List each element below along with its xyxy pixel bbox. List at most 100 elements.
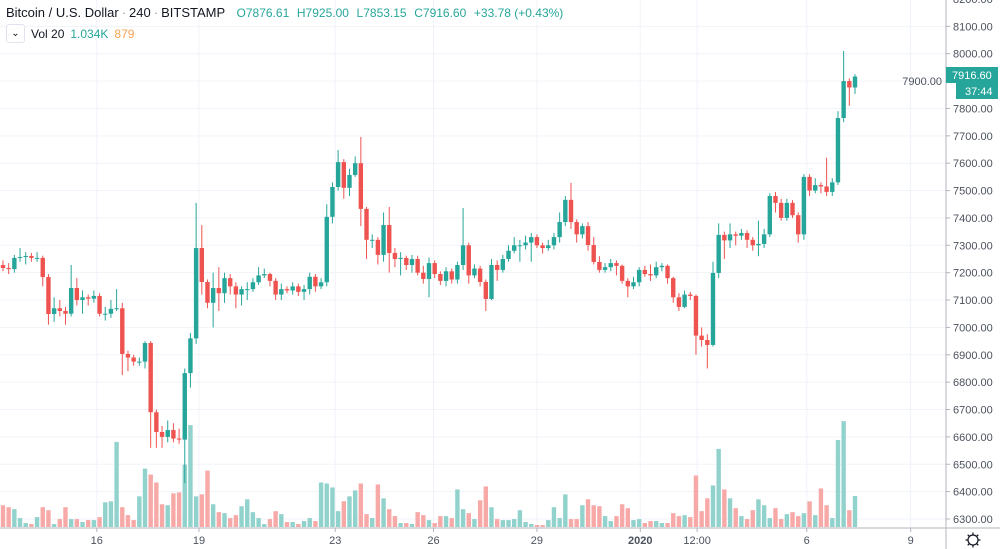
candle[interactable]: [182, 368, 187, 484]
candle[interactable]: [46, 274, 51, 325]
candle[interactable]: [665, 264, 670, 284]
candle[interactable]: [301, 284, 307, 301]
candle[interactable]: [57, 300, 62, 317]
candle[interactable]: [744, 230, 750, 249]
candle[interactable]: [682, 290, 687, 309]
candle[interactable]: [631, 276, 636, 290]
time-axis[interactable]: 16 19 23 26 29 2020 12:00 6 9: [91, 528, 914, 547]
candle[interactable]: [455, 261, 460, 284]
candle[interactable]: [574, 219, 579, 243]
gear-icon[interactable]: [964, 531, 982, 549]
candle[interactable]: [773, 191, 778, 213]
candle[interactable]: [699, 327, 704, 347]
candle[interactable]: [449, 268, 454, 284]
candle[interactable]: [824, 157, 829, 197]
candle[interactable]: [460, 208, 466, 270]
candle[interactable]: [392, 248, 398, 268]
candle[interactable]: [108, 300, 114, 318]
candle[interactable]: [279, 283, 284, 301]
candle[interactable]: [756, 220, 761, 257]
candle[interactable]: [494, 260, 500, 281]
candle[interactable]: [262, 268, 267, 279]
candle[interactable]: [296, 283, 301, 296]
candle[interactable]: [557, 212, 562, 243]
candle[interactable]: [307, 272, 312, 295]
candle[interactable]: [148, 341, 153, 448]
candle[interactable]: [199, 225, 204, 295]
candle[interactable]: [267, 272, 273, 287]
candle[interactable]: [352, 156, 358, 177]
candle[interactable]: [591, 237, 596, 265]
candle[interactable]: [693, 294, 699, 355]
candle[interactable]: [381, 212, 386, 262]
candle[interactable]: [188, 332, 193, 388]
candle[interactable]: [710, 261, 716, 347]
candle[interactable]: [239, 286, 244, 306]
candle[interactable]: [500, 254, 506, 273]
candle[interactable]: [23, 252, 28, 265]
candle[interactable]: [228, 274, 233, 295]
candle[interactable]: [466, 242, 471, 284]
candle[interactable]: [370, 234, 375, 249]
candle[interactable]: [847, 78, 852, 106]
candle[interactable]: [432, 260, 437, 279]
candle[interactable]: [716, 223, 721, 279]
candle[interactable]: [761, 228, 767, 249]
candle[interactable]: [0, 260, 6, 272]
candle[interactable]: [176, 428, 182, 444]
candle[interactable]: [205, 279, 210, 309]
candle[interactable]: [165, 420, 170, 443]
candle[interactable]: [398, 252, 403, 276]
candle[interactable]: [671, 276, 676, 303]
candle[interactable]: [421, 265, 426, 284]
candle[interactable]: [387, 206, 392, 273]
candle[interactable]: [40, 255, 45, 287]
candle[interactable]: [17, 248, 23, 262]
candle[interactable]: [415, 255, 420, 276]
candle[interactable]: [51, 297, 57, 322]
candle[interactable]: [233, 282, 239, 309]
chevron-down-icon[interactable]: ⌄: [6, 24, 25, 43]
candle[interactable]: [625, 278, 630, 298]
candle[interactable]: [580, 223, 585, 239]
candle[interactable]: [790, 200, 795, 218]
candle[interactable]: [739, 228, 744, 240]
candle[interactable]: [796, 212, 801, 243]
candle[interactable]: [142, 341, 148, 369]
candle[interactable]: [835, 111, 841, 186]
candle[interactable]: [154, 409, 159, 448]
candle[interactable]: [97, 293, 102, 317]
candle[interactable]: [318, 278, 324, 290]
candle[interactable]: [642, 265, 648, 277]
symbol-legend[interactable]: Bitcoin / U.S. Dollar · 240 · BITSTAMP O7876…: [6, 5, 564, 20]
candle[interactable]: [727, 223, 733, 249]
candle[interactable]: [750, 237, 755, 251]
candle[interactable]: [517, 239, 523, 262]
candle[interactable]: [216, 267, 222, 311]
candle[interactable]: [347, 168, 352, 197]
candle[interactable]: [250, 278, 256, 292]
candle[interactable]: [256, 267, 261, 285]
candle[interactable]: [563, 196, 568, 227]
candle[interactable]: [86, 294, 91, 306]
candle[interactable]: [722, 231, 727, 259]
candle[interactable]: [807, 174, 812, 197]
candle[interactable]: [648, 264, 653, 281]
candle[interactable]: [841, 50, 846, 123]
candle[interactable]: [506, 245, 511, 262]
candle[interactable]: [103, 306, 108, 321]
candle[interactable]: [91, 290, 97, 303]
candle[interactable]: [767, 193, 772, 238]
candle[interactable]: [245, 282, 250, 301]
candle[interactable]: [597, 256, 602, 273]
candle[interactable]: [523, 235, 528, 250]
candle[interactable]: [375, 237, 381, 265]
candle[interactable]: [733, 231, 738, 246]
candle[interactable]: [602, 263, 608, 273]
candle[interactable]: [614, 260, 619, 276]
candle[interactable]: [568, 182, 574, 229]
candle[interactable]: [6, 263, 11, 275]
candle[interactable]: [120, 302, 125, 376]
candle[interactable]: [284, 286, 290, 294]
